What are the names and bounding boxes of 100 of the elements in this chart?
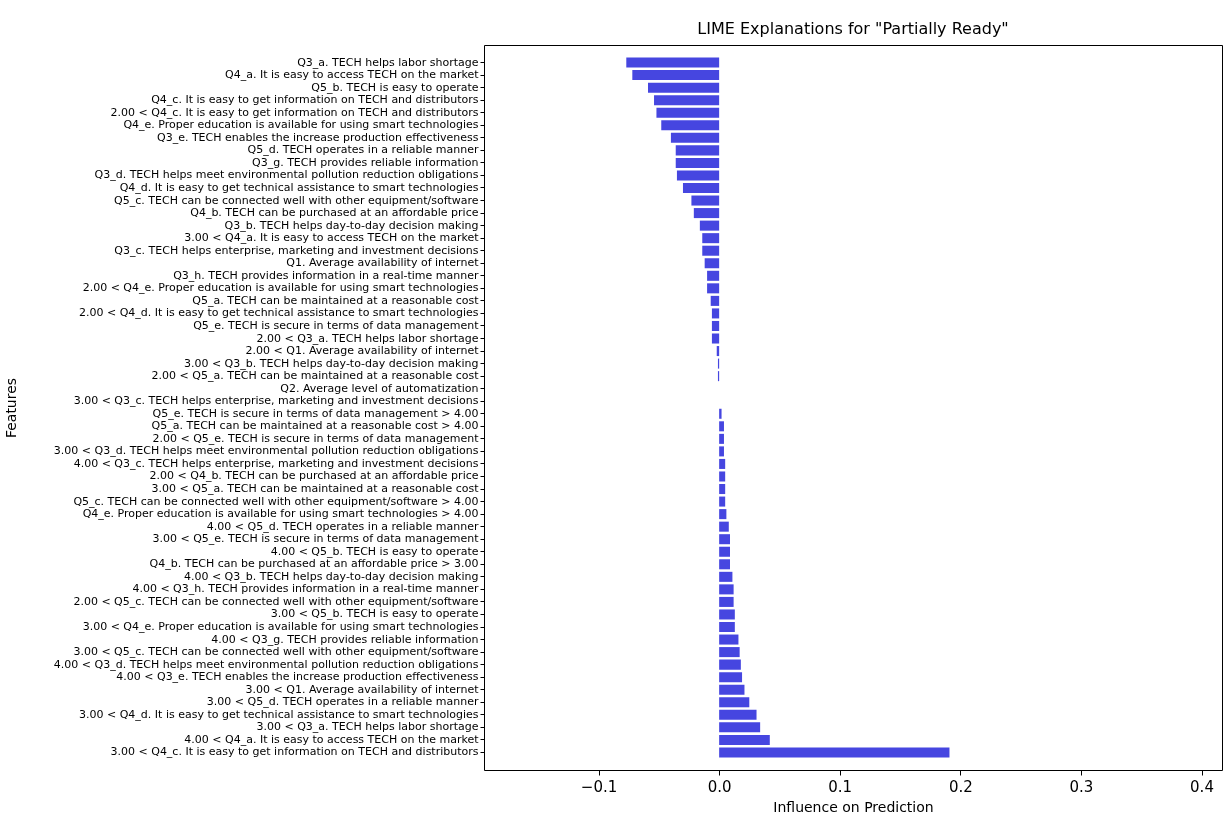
y-tick-label: 2.00 < Q5_c. TECH can be connected well with other equipment/software — [73, 594, 479, 608]
y-tick-label: Q5_e. TECH is secure in terms of data management > 4.00 — [152, 406, 479, 420]
bar — [719, 534, 730, 545]
y-tick-label: 4.00 < Q3_c. TECH helps enterprise, marketing and investment decisions — [73, 456, 479, 470]
bar — [719, 672, 743, 683]
bar — [675, 157, 720, 168]
bar — [670, 132, 720, 143]
bar — [711, 308, 720, 319]
bar — [719, 722, 761, 733]
bar — [719, 521, 729, 532]
y-tick-label: Q4_d. It is easy to get technical assistance to smart technologies — [119, 180, 479, 194]
bar — [719, 408, 722, 419]
y-tick-label: 3.00 < Q4_d. It is easy to get technical assistance to smart technologies — [79, 707, 479, 721]
bar — [719, 596, 734, 607]
y-tick-label: 4.00 < Q3_g. TECH provides reliable information — [211, 632, 479, 646]
y-tick-label: 2.00 < Q4_b. TECH can be purchased at an affordable price — [149, 469, 479, 483]
bar — [719, 421, 724, 432]
bar — [719, 684, 745, 695]
y-tick-label: Q3_d. TECH helps meet environmental pollution reduction obligations — [94, 168, 479, 182]
y-tick-label: 4.00 < Q3_b. TECH helps day-to-day decision making — [183, 569, 479, 583]
bar — [648, 82, 720, 93]
bar — [719, 471, 726, 482]
y-tick-label: 2.00 < Q4_d. It is easy to get technical assistance to smart technologies — [79, 306, 479, 320]
bar — [675, 145, 720, 156]
y-tick-label: 2.00 < Q1. Average availability of internet — [245, 344, 480, 358]
bar — [719, 747, 950, 758]
bar — [711, 320, 720, 331]
bar — [676, 170, 720, 181]
bar — [626, 57, 720, 68]
bar — [661, 120, 720, 131]
y-tick-label: Q3_a. TECH helps labor shortage — [297, 55, 479, 69]
y-axis-title: Features — [2, 377, 19, 439]
y-tick-label: 3.00 < Q3_b. TECH helps day-to-day decision making — [183, 356, 479, 370]
x-axis-title: Influence on Prediction — [773, 798, 934, 815]
y-tick-label: Q4_e. Proper education is available for using smart technologies > 4.00 — [82, 507, 479, 521]
bar — [711, 333, 720, 344]
y-tick-label: Q3_b. TECH helps day-to-day decision making — [224, 218, 479, 232]
y-tick-label: 3.00 < Q5_c. TECH can be connected well with other equipment/software — [73, 645, 479, 659]
y-tick-label: 3.00 < Q5_d. TECH operates in a reliable manner — [206, 695, 479, 709]
x-tick-label: 0.3 — [1069, 777, 1094, 796]
y-tick-label: 2.00 < Q4_c. It is easy to get information on TECH and distributors — [110, 105, 479, 119]
y-tick-label: 3.00 < Q4_c. It is easy to get information on TECH and distributors — [110, 745, 479, 759]
y-tick-label: 3.00 < Q3_a. TECH helps labor shortage — [256, 720, 479, 734]
y-tick-label: 4.00 < Q5_d. TECH operates in a reliable manner — [206, 519, 479, 533]
y-tick-label: 4.00 < Q3_h. TECH provides information in a real-time manner — [132, 582, 479, 596]
y-tick-label: Q4_c. It is easy to get information on TECH and distributors — [151, 93, 479, 107]
y-tick-label: 3.00 < Q5_b. TECH is easy to operate — [270, 607, 479, 621]
x-tick-label: 0.4 — [1190, 777, 1214, 796]
y-tick-label: Q4_b. TECH can be purchased at an affordable price > 3.00 — [149, 557, 479, 571]
y-tick-label: Q3_e. TECH enables the increase production effectiveness — [156, 130, 479, 144]
y-tick-label: 2.00 < Q5_e. TECH is secure in terms of data management — [152, 431, 480, 445]
y-tick-label: Q4_e. Proper education is available for using smart technologies — [123, 118, 479, 132]
y-tick-label: Q1. Average availability of internet — [286, 256, 480, 270]
y-tick-label: 3.00 < Q5_e. TECH is secure in terms of data management — [152, 532, 480, 546]
y-tick-label: Q4_a. It is easy to access TECH on the market — [225, 68, 480, 82]
y-tick-label: 4.00 < Q3_d. TECH helps meet environmental pollution reduction obligations — [53, 657, 479, 671]
y-tick-label: Q5_d. TECH operates in a reliable manner — [247, 143, 479, 157]
bar — [719, 484, 726, 495]
bar — [719, 458, 726, 469]
y-tick-label: 3.00 < Q1. Average availability of internet — [245, 682, 480, 696]
bar — [693, 208, 720, 219]
bar — [719, 446, 724, 457]
bar — [719, 496, 726, 507]
y-tick-label: 2.00 < Q4_e. Proper education is available for using smart technologies — [82, 281, 479, 295]
bar — [654, 95, 720, 106]
y-tick-label: 2.00 < Q5_a. TECH can be maintained at a reasonable cost — [151, 369, 480, 383]
bar — [719, 571, 733, 582]
bar — [702, 245, 720, 256]
y-tick-label: Q3_c. TECH helps enterprise, marketing and investment decisions — [114, 243, 479, 257]
bar — [719, 609, 735, 620]
bar — [719, 621, 735, 633]
y-tick-label: Q5_a. TECH can be maintained at a reasonable cost — [192, 293, 480, 307]
bar — [719, 433, 724, 444]
y-tick-label: 4.00 < Q4_a. It is easy to access TECH on the market — [184, 732, 480, 746]
bar — [632, 70, 720, 81]
y-tick-label: 3.00 < Q3_c. TECH helps enterprise, marketing and investment decisions — [73, 394, 479, 408]
bar — [719, 647, 740, 658]
bar — [707, 270, 720, 281]
bar — [719, 697, 750, 708]
y-tick-label: Q3_g. TECH provides reliable information — [252, 155, 479, 169]
bar — [702, 233, 720, 244]
y-tick-label: 4.00 < Q5_b. TECH is easy to operate — [270, 544, 479, 558]
y-tick-label: Q5_c. TECH can be connected well with other equipment/software — [114, 193, 479, 207]
bar — [719, 509, 727, 520]
bar — [699, 220, 720, 231]
bar — [719, 584, 734, 595]
y-tick-label: Q5_a. TECH can be maintained at a reasonable cost > 4.00 — [151, 419, 479, 433]
y-tick-label: 3.00 < Q4_a. It is easy to access TECH on the market — [184, 231, 480, 245]
y-tick-label: Q4_b. TECH can be purchased at an affordable price — [190, 206, 479, 220]
bar — [707, 283, 720, 294]
y-tick-label: 3.00 < Q4_e. Proper education is available for using smart technologies — [82, 620, 479, 634]
x-tick-label: 0.0 — [707, 777, 732, 796]
bar — [656, 107, 720, 118]
bar — [719, 659, 741, 670]
y-tick-label: 2.00 < Q3_a. TECH helps labor shortage — [256, 331, 479, 345]
bar — [691, 195, 720, 206]
y-tick-label: Q3_h. TECH provides information in a real-time manner — [173, 268, 479, 282]
x-tick-label: 0.1 — [828, 777, 853, 796]
y-tick-label: Q5_e. TECH is secure in terms of data management — [193, 318, 480, 332]
bar — [719, 634, 739, 645]
